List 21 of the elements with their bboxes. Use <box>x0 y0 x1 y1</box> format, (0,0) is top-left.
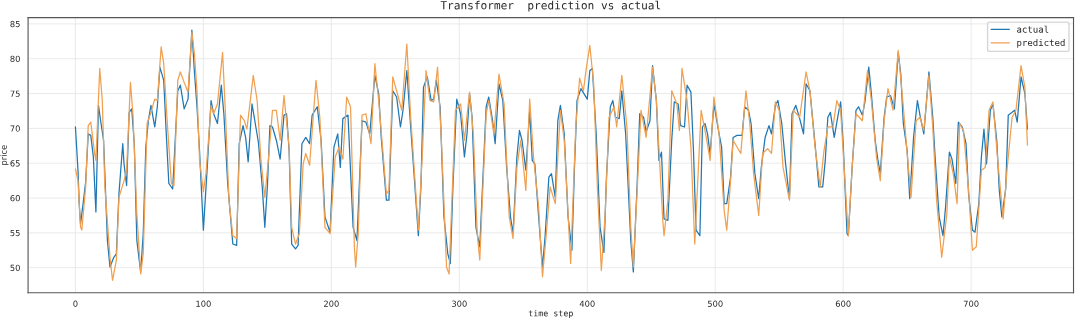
y-tick-label: 75 <box>10 90 20 97</box>
x-tick-label: 300 <box>451 300 467 307</box>
y-tick-label: 55 <box>10 229 20 237</box>
x-tick-label: 400 <box>579 300 595 307</box>
x-tick-label: 500 <box>707 300 723 307</box>
legend-label: actual <box>1017 25 1049 33</box>
legend-label: predicted <box>1017 39 1065 48</box>
y-tick-label: 60 <box>10 195 20 202</box>
y-tick-label: 70 <box>10 125 20 132</box>
y-tick-label: 50 <box>10 264 20 271</box>
x-tick-label: 100 <box>196 300 211 307</box>
y-axis-title: price <box>0 145 9 165</box>
y-tick-label: 80 <box>10 55 20 62</box>
x-tick-label: 200 <box>324 300 339 307</box>
chart-title: Transformer prediction vs actual <box>440 0 661 12</box>
x-tick-label: 600 <box>835 300 851 307</box>
y-tick-label: 65 <box>10 160 20 167</box>
x-tick-label: 0 <box>73 300 78 307</box>
x-axis-title: time step <box>528 309 573 318</box>
x-tick-label: 700 <box>963 300 979 307</box>
y-tick-label: 85 <box>10 20 20 28</box>
